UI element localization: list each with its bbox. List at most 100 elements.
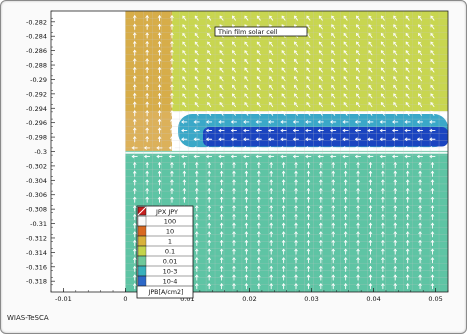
field-arrowhead [430,170,435,174]
y-tick-label: -0.29 [30,76,47,84]
field-arrowhead [182,32,186,36]
field-arrowhead [219,231,224,235]
field-arrowhead [331,93,335,97]
field-arrowhead [182,187,187,191]
field-arrowhead [294,187,298,191]
field-arrow [430,50,435,56]
field-arrow [331,110,336,116]
y-tick-label: -0.288 [26,62,47,70]
field-arrowhead [294,239,298,243]
field-arrowhead [280,146,284,150]
field-arrow [207,50,212,56]
field-arrow [269,50,274,56]
field-arrowhead [331,196,336,200]
field-arrowhead [393,76,397,80]
field-arrowhead [132,222,137,226]
field-arrowhead [219,213,224,217]
field-arrowhead [269,205,274,209]
field-arrowhead [219,179,224,183]
field-arrowhead [319,265,323,269]
field-arrow [194,76,199,82]
field-arrowhead [306,231,311,235]
field-arrowhead [193,154,197,159]
field-arrow [207,15,212,21]
field-arrowhead [219,248,224,252]
field-arrowhead [281,205,286,209]
field-arrow [430,15,435,21]
field-arrowhead [219,84,223,88]
field-arrowhead [306,213,311,217]
field-arrowhead [317,146,321,150]
field-arrow [380,84,385,90]
field-arrow [405,102,410,108]
field-arrowhead [145,23,149,27]
field-arrowhead [405,265,410,269]
field-arrowhead [368,248,373,252]
y-tick-label: -0.298 [26,134,47,142]
field-arrowhead [405,102,409,106]
x-tick-label: -0.01 [55,295,72,303]
field-arrowhead [381,283,385,286]
field-arrow [368,50,373,56]
field-arrowhead [181,120,185,124]
field-arrowhead [145,32,149,36]
field-arrowhead [132,196,137,200]
field-arrowhead [207,67,211,71]
field-arrowhead [269,58,273,62]
field-arrowhead [393,222,398,226]
field-arrowhead [380,50,384,54]
field-arrow [393,84,398,90]
field-arrowhead [368,15,372,19]
field-arrow [281,41,286,47]
field-arrow [380,33,385,38]
field-arrowhead [294,170,298,174]
field-arrowhead [132,92,137,96]
field-arrow [418,93,423,99]
field-arrowhead [194,67,198,71]
field-arrow [207,58,212,64]
field-arrowhead [219,205,224,209]
field-arrowhead [207,58,211,62]
field-arrow [294,110,298,116]
field-arrow [430,93,435,99]
field-arrowhead [132,58,137,62]
field-arrow [194,50,199,56]
field-arrowhead [243,120,247,124]
field-arrow [343,67,348,73]
field-arrowhead [306,265,311,269]
field-arrowhead [331,257,336,261]
field-arrowhead [405,15,409,19]
field-arrow [318,24,323,30]
field-arrowhead [269,257,274,261]
field-arrowhead [157,162,162,165]
field-arrowhead [219,239,224,243]
field-arrowhead [368,274,373,278]
field-arrowhead [132,118,137,122]
field-arrowhead [430,93,434,97]
field-arrow [194,93,199,99]
field-arrowhead [244,205,249,209]
field-arrow [269,41,274,47]
field-arrowhead [356,257,360,261]
field-arrowhead [256,102,260,106]
field-arrowhead [206,120,209,124]
field-arrowhead [393,213,398,217]
field-arrowhead [157,179,162,183]
field-arrowhead [145,110,149,114]
field-arrow [281,58,286,64]
field-arrow [380,50,385,56]
field-arrowhead [393,265,398,269]
field-arrowhead [269,248,274,252]
field-arrowhead [294,222,298,226]
x-tick-label: 0 [123,295,127,303]
field-arrowhead [306,239,311,243]
field-arrowhead [219,15,223,19]
field-arrow [380,67,385,73]
field-arrowhead [207,32,211,36]
field-arrow [281,84,286,90]
field-arrowhead [244,41,248,45]
field-arrow [368,58,373,64]
field-arrowhead [256,274,261,278]
field-arrow [194,67,199,73]
field-arrowhead [356,50,360,54]
